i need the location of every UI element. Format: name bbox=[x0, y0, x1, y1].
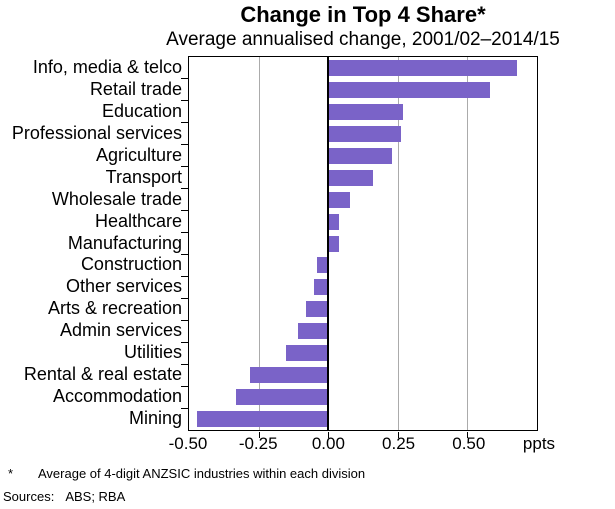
bar bbox=[197, 411, 329, 428]
axis-tick bbox=[181, 341, 188, 343]
bar bbox=[328, 191, 351, 208]
axis-tick bbox=[181, 275, 188, 277]
y-axis-label: Healthcare bbox=[94, 210, 182, 231]
y-axis-labels: Info, media & telco Retail trade Education… bbox=[0, 57, 182, 430]
x-axis-label: 0.25 bbox=[382, 434, 416, 453]
zero-line bbox=[327, 57, 329, 430]
axis-tick bbox=[181, 319, 188, 321]
chart-subtitle: Average annualised change, 2001/02–2014/… bbox=[166, 29, 560, 50]
bar bbox=[328, 103, 404, 120]
bar bbox=[328, 235, 340, 252]
y-axis-label: Wholesale trade bbox=[51, 188, 182, 209]
sources-line: Sources: ABS; RBA bbox=[3, 489, 125, 504]
y-axis-label: Other services bbox=[65, 276, 182, 297]
axis-tick bbox=[181, 122, 188, 124]
x-axis-label: 0.00 bbox=[311, 434, 345, 453]
gridline bbox=[397, 57, 399, 430]
x-axis-label: 0.50 bbox=[452, 434, 486, 453]
y-axis-label: Transport bbox=[105, 166, 182, 187]
bar bbox=[328, 169, 373, 186]
bar bbox=[328, 59, 518, 76]
gridline bbox=[467, 57, 469, 430]
axis-tick bbox=[181, 166, 188, 168]
bar bbox=[328, 125, 401, 142]
bar bbox=[305, 301, 329, 318]
gridline bbox=[258, 57, 260, 430]
y-axis-label: Manufacturing bbox=[67, 232, 182, 253]
y-axis-label: Accommodation bbox=[52, 386, 182, 407]
x-axis-label: -0.50 bbox=[168, 434, 208, 453]
y-axis-label: Retail trade bbox=[89, 78, 182, 99]
bar bbox=[328, 213, 340, 230]
y-axis-label: Professional services bbox=[11, 122, 182, 143]
sources-label: Sources: bbox=[3, 489, 55, 504]
footnote-text: Average of 4-digit ANZSIC industries wit… bbox=[38, 466, 366, 481]
axis-tick bbox=[181, 78, 188, 80]
bar bbox=[297, 323, 329, 340]
axis-tick bbox=[181, 210, 188, 212]
y-axis-label: Education bbox=[101, 100, 182, 121]
axis-tick bbox=[258, 431, 260, 438]
axis-tick bbox=[181, 100, 188, 102]
y-axis-label: Rental & real estate bbox=[23, 364, 182, 385]
axis-tick bbox=[328, 431, 330, 438]
axis-tick bbox=[181, 188, 188, 190]
sources-text: ABS; RBA bbox=[65, 489, 126, 504]
axis-tick bbox=[181, 407, 188, 409]
y-axis-label: Mining bbox=[128, 408, 182, 428]
footnote-asterisk: * bbox=[8, 466, 14, 481]
y-axis-label: Admin services bbox=[59, 320, 182, 341]
y-axis-label: Agriculture bbox=[95, 144, 182, 165]
axis-tick bbox=[181, 385, 188, 387]
axis-tick bbox=[397, 431, 399, 438]
bar bbox=[250, 367, 329, 384]
bar bbox=[236, 389, 329, 406]
axis-tick bbox=[467, 431, 469, 438]
unit-label: ppts bbox=[522, 434, 556, 453]
plot-area bbox=[181, 56, 538, 438]
bar bbox=[314, 279, 329, 296]
bar bbox=[328, 147, 393, 164]
axis-tick bbox=[181, 363, 188, 365]
bar bbox=[328, 81, 490, 98]
chart-title: Change in Top 4 Share* bbox=[240, 2, 486, 27]
x-axis-label: -0.25 bbox=[238, 434, 278, 453]
bar bbox=[286, 345, 329, 362]
y-axis-label: Info, media & telco bbox=[32, 57, 182, 77]
bar bbox=[317, 257, 329, 274]
axis-tick bbox=[181, 253, 188, 255]
axis-tick bbox=[181, 144, 188, 146]
y-axis-label: Arts & recreation bbox=[47, 298, 182, 319]
axis-tick bbox=[181, 232, 188, 234]
y-axis-label: Utilities bbox=[123, 342, 182, 363]
axis-tick bbox=[181, 297, 188, 299]
y-axis-label: Construction bbox=[80, 254, 182, 275]
